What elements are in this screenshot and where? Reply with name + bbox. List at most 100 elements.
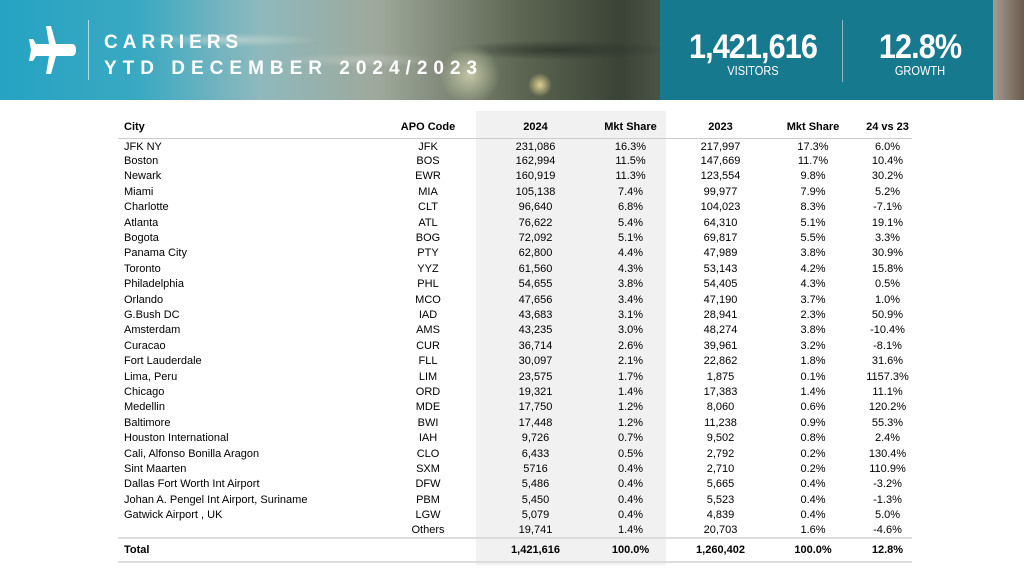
table-cell: 120.2% (868, 401, 907, 414)
table-header: City APO Code 2024 Mkt Share 2023 Mkt Share 24… (118, 116, 912, 139)
table-cell: Amsterdam (124, 324, 181, 337)
table-cell: 5,450 (521, 493, 550, 506)
table-cell: 61,560 (518, 262, 553, 275)
table-row: Bogota BOG 72,092 5.1% 69,817 5.5% 3.3% (118, 230, 912, 245)
table-cell: 2.1% (617, 355, 644, 368)
table-cell: Charlotte (124, 201, 169, 214)
table-cell: 22,862 (703, 355, 738, 368)
table-cell: 0.7% (617, 432, 644, 445)
growth-value: 12.8% (878, 28, 962, 66)
table-cell: EWR (415, 170, 441, 183)
divider (842, 20, 843, 82)
page-title: CARRIERS (104, 32, 244, 53)
table-cell: Philadelphia (124, 278, 184, 291)
table-row: Toronto YYZ 61,560 4.3% 53,143 4.2% 15.8% (118, 261, 912, 276)
table-cell: 231,086 (515, 140, 556, 153)
table-cell: 5.2% (874, 185, 901, 198)
table-cell: 1.0% (874, 293, 901, 306)
table-cell: 17,448 (518, 416, 553, 429)
table-cell: 7.9% (800, 185, 826, 198)
table-row: Sint Maarten SXM 5716 0.4% 2,710 0.2% 110.9% (118, 461, 912, 476)
table-cell: 1,421,616 (488, 537, 583, 564)
table-cell: 160,919 (515, 170, 556, 183)
table-cell: JFK (418, 140, 438, 153)
table-cell: 0.6% (800, 401, 826, 414)
table-cell: PTY (417, 247, 439, 260)
table-cell: 4.4% (617, 247, 644, 260)
table-cell: 1,260,402 (678, 537, 763, 564)
table-cell: 47,656 (518, 293, 553, 306)
table-cell: 54,655 (518, 278, 553, 291)
table-cell: 1.4% (617, 523, 644, 536)
table-cell: 3.3% (874, 232, 901, 245)
table-cell: 104,023 (700, 201, 741, 214)
table-cell: 8.3% (800, 201, 826, 214)
table-cell: FLL (418, 355, 438, 368)
table-cell: 20,703 (703, 523, 738, 536)
table-row: JFK NY JFK 231,086 16.3% 217,997 17.3% 6.0% (118, 138, 912, 153)
table-cell: 72,092 (518, 232, 553, 245)
table-cell: 2,710 (706, 462, 735, 475)
table-row: Newark EWR 160,919 11.3% 123,554 9.8% 30.2% (118, 169, 912, 184)
table-row: Amsterdam AMS 43,235 3.0% 48,274 3.8% -10.4% (118, 323, 912, 338)
table-cell: 3.1% (617, 308, 644, 321)
table-cell: 3.4% (617, 293, 644, 306)
table-cell: 0.1% (800, 370, 826, 383)
table-cell: DFW (415, 478, 441, 491)
column-header: City (118, 116, 368, 139)
table-cell: 11.3% (615, 170, 646, 183)
table-cell: 5.0% (874, 509, 901, 522)
table-cell: 1.8% (800, 355, 826, 368)
table-cell: 28,941 (703, 308, 738, 321)
table-cell: Medellin (124, 401, 165, 414)
visitors-value: 1,421,616 (688, 28, 818, 66)
highlight-2024-columns (476, 111, 666, 565)
table-row: Cali, Alfonso Bonilla Aragon CLO 6,433 0.5%… (118, 446, 912, 461)
table-cell: 3.0% (617, 324, 644, 337)
table-cell: 9.8% (800, 170, 826, 183)
table-cell: 1157.3% (866, 370, 909, 383)
table-cell: BWI (417, 416, 439, 429)
table-cell (368, 537, 488, 564)
column-header: Mkt Share (583, 116, 678, 139)
table-cell: G.Bush DC (124, 308, 180, 321)
column-header: 2024 (488, 116, 583, 139)
table-cell: 10.4% (871, 155, 904, 168)
table-cell: 55.3% (871, 416, 904, 429)
table-cell: 2.4% (874, 432, 901, 445)
table-cell: 3.2% (800, 339, 826, 352)
table-cell: 3.7% (800, 293, 826, 306)
table-cell: 0.2% (800, 462, 826, 475)
table-cell: 0.2% (800, 447, 826, 460)
table-cell: 6.8% (617, 201, 644, 214)
table-cell: IAH (418, 432, 438, 445)
table-cell: 23,575 (518, 370, 553, 383)
table-cell: 0.5% (617, 447, 644, 460)
table-cell: JFK NY (124, 140, 162, 153)
table-cell: 50.9% (871, 308, 904, 321)
table-cell: 11.7% (797, 155, 829, 168)
table-cell: 5,665 (706, 478, 735, 491)
table-row: Atlanta ATL 76,622 5.4% 64,310 5.1% 19.1% (118, 215, 912, 230)
table-cell: 19,741 (518, 523, 553, 536)
table-row: Orlando MCO 47,656 3.4% 47,190 3.7% 1.0% (118, 292, 912, 307)
table-cell: 76,622 (518, 216, 553, 229)
table-cell: -1.3% (873, 493, 902, 506)
table-cell: Bogota (124, 232, 159, 245)
table-cell: 2.3% (800, 308, 826, 321)
table-cell: Houston International (124, 432, 229, 445)
table-cell: Gatwick Airport , UK (124, 509, 223, 522)
table-cell: 36,714 (518, 339, 553, 352)
table-row: Panama City PTY 62,800 4.4% 47,989 3.8% 30.9% (118, 246, 912, 261)
growth-label: GROWTH (894, 63, 946, 78)
table-cell: CLO (416, 447, 440, 460)
table-cell: 123,554 (700, 170, 741, 183)
table-row: Dallas Fort Worth Int Airport DFW 5,486 0.4… (118, 477, 912, 492)
table-cell: 1,875 (706, 370, 735, 383)
table-cell: -4.6% (873, 523, 902, 536)
table-cell: Others (411, 523, 445, 536)
column-header: 2023 (678, 116, 763, 139)
table-cell: 4.3% (800, 278, 826, 291)
table-cell: 64,310 (703, 216, 738, 229)
table-cell: Sint Maarten (124, 462, 187, 475)
